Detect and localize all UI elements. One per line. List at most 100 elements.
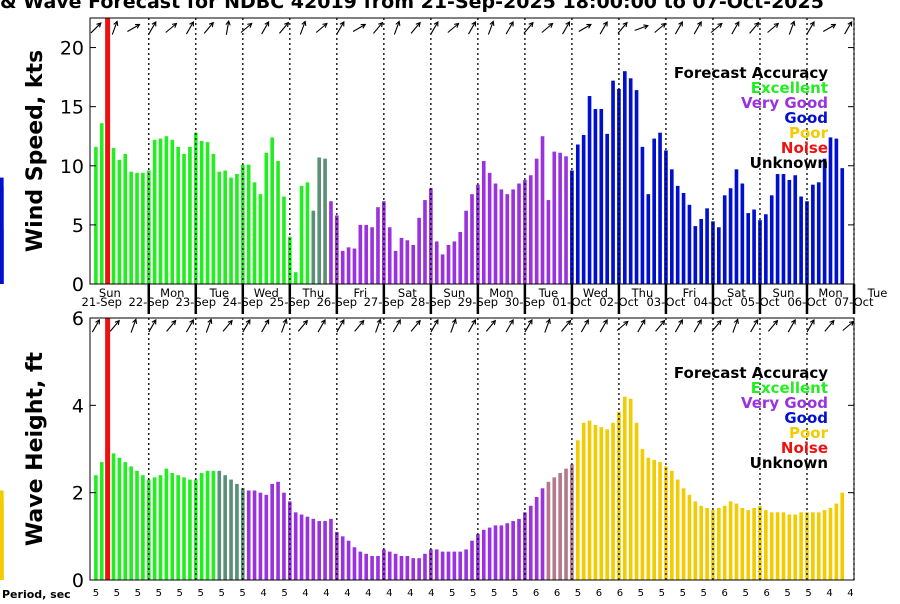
wind-arrow [336, 21, 345, 35]
day-weekday-label: Thu [302, 286, 325, 300]
period-value: 5 [470, 588, 476, 599]
wind-arrow-head [135, 23, 141, 29]
wave-bar [622, 396, 627, 580]
wind-bar [464, 210, 468, 284]
period-value: 5 [281, 588, 287, 599]
wind-bar [282, 196, 286, 284]
wave-bar [570, 464, 574, 580]
period-value: 4 [302, 588, 308, 599]
wave-bar [264, 494, 269, 580]
wave-y-axis: 0 2 4 6 [72, 308, 854, 592]
period-value: 4 [407, 588, 413, 599]
wind-bar [693, 226, 698, 284]
wave-bar [129, 466, 133, 580]
wave-bar [499, 525, 504, 580]
wind-arrow-head [284, 21, 290, 28]
wind-bar [358, 224, 363, 284]
wave-bar [840, 492, 845, 580]
wind-arrow [468, 21, 476, 35]
wave-bar [387, 551, 392, 580]
wind-bar [182, 153, 186, 284]
wind-arrow-head [678, 20, 683, 27]
wind-arrow [185, 21, 194, 35]
wave-arrow [524, 319, 533, 333]
wave-bar [564, 468, 568, 580]
wave-direction-arrows [91, 318, 855, 333]
wave-arrow [354, 320, 365, 332]
wave-bar [476, 534, 480, 580]
wind-bar [511, 189, 515, 284]
wind-ytick-label: 10 [60, 156, 84, 178]
wave-arrow [130, 319, 137, 333]
wind-bar [593, 109, 598, 284]
wind-arrow-head [151, 20, 157, 27]
day-weekday-label: Tue [208, 286, 229, 300]
period-value: 5 [218, 588, 224, 599]
wind-bar [599, 109, 604, 284]
wind-bar [587, 96, 592, 284]
day-weekday-label: Fri [683, 286, 697, 300]
wave-arrow-head [302, 319, 308, 326]
wave-bar [446, 551, 451, 580]
wave-bar [640, 449, 645, 580]
wind-arrow-head [454, 22, 460, 28]
period-value: 5 [449, 588, 455, 599]
wind-bar [822, 158, 827, 284]
wind-arrow [693, 21, 702, 35]
wind-bar [664, 150, 668, 284]
wind-arrow [731, 21, 740, 35]
wave-arrow-head [660, 319, 666, 326]
period-value: 4 [428, 588, 434, 599]
wind-bar [552, 151, 557, 284]
wave-bar [199, 473, 204, 580]
wave-arrow-head [566, 319, 572, 326]
wave-bar [158, 475, 163, 580]
wind-bar [411, 244, 416, 284]
wave-arrow-head [697, 318, 702, 325]
wave-bar [699, 505, 704, 580]
period-value: 4 [260, 588, 266, 599]
period-value: 4 [386, 588, 392, 599]
wind-bar [816, 182, 821, 284]
wind-bar [675, 185, 680, 284]
wave-bar [799, 512, 803, 580]
wave-arrow [655, 320, 665, 332]
wave-bar [176, 475, 180, 580]
wave-arrow [430, 319, 439, 333]
wind-arrow-head [360, 23, 367, 29]
wind-day-gridlines [148, 18, 855, 284]
wave-arrow-head [339, 318, 345, 325]
period-value: 4 [323, 588, 329, 599]
wind-bar [452, 241, 457, 284]
wave-legend-title: Forecast Accuracy [674, 364, 828, 382]
wind-bar [405, 240, 410, 284]
wind-bar [323, 158, 327, 284]
wind-legend-entry: Excellent [751, 79, 828, 97]
wind-arrow [654, 23, 666, 33]
wind-arrow-head [189, 20, 194, 27]
wave-bar [769, 512, 774, 580]
day-weekday-label: Tue [867, 286, 888, 300]
wave-bar [523, 512, 527, 580]
wind-bar [546, 200, 551, 284]
period-value: 5 [114, 588, 120, 599]
wave-plot-frame [89, 317, 855, 581]
wave-bar [793, 514, 798, 580]
wave-bar [611, 422, 615, 580]
wave-ytick-label: 6 [72, 308, 84, 330]
wave-bar [517, 518, 521, 580]
wind-arrow-head [586, 23, 592, 29]
wind-bar [570, 170, 574, 284]
wind-bar [705, 208, 709, 284]
wind-bar [135, 172, 139, 284]
wind-bar [534, 158, 539, 284]
wind-plot-frame [89, 17, 855, 285]
wave-bar [599, 427, 604, 580]
wave-arrow [317, 319, 326, 333]
wave-bar [376, 555, 380, 580]
wind-bar [170, 139, 175, 284]
wave-bar [811, 512, 815, 580]
wave-arrow-head [678, 318, 683, 325]
wave-arrow [732, 319, 739, 333]
wind-arrow-head [528, 21, 534, 28]
